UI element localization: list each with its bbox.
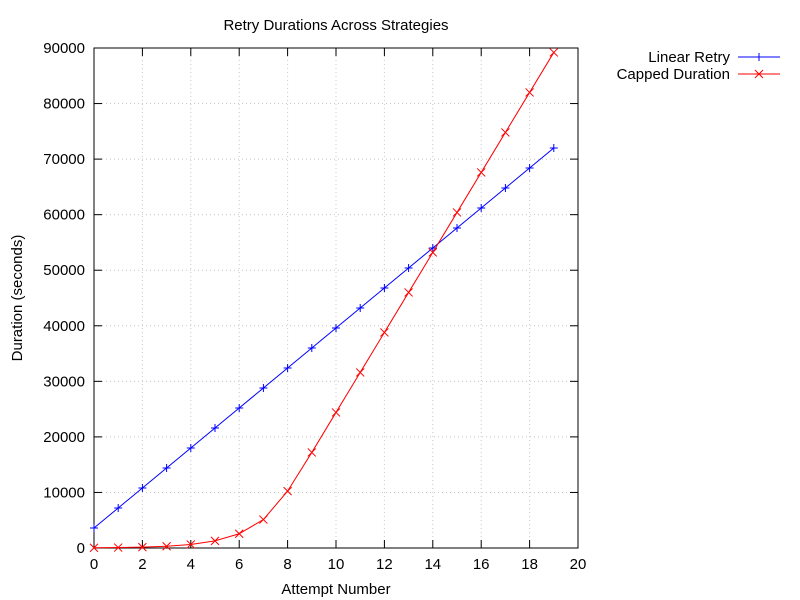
x-axis-title: Attempt Number xyxy=(281,581,390,598)
series-line xyxy=(93,52,555,549)
data-point xyxy=(332,324,340,332)
y-tick-label: 50000 xyxy=(43,262,85,279)
cross-marker-b xyxy=(89,543,99,553)
data-point xyxy=(283,486,292,496)
data-point xyxy=(210,536,220,546)
cross-marker-b xyxy=(549,48,559,57)
x-tick-label: 2 xyxy=(138,556,146,573)
data-point xyxy=(259,515,268,524)
cross-marker-b xyxy=(525,88,534,97)
data-point xyxy=(525,88,534,97)
series-1 xyxy=(90,144,558,532)
data-point xyxy=(404,264,413,272)
data-point xyxy=(404,288,413,297)
data-point xyxy=(259,384,268,392)
data-point xyxy=(162,464,171,472)
cross-marker-b xyxy=(404,288,413,297)
data-point xyxy=(234,529,244,539)
data-point xyxy=(452,208,462,217)
data-point xyxy=(331,408,341,417)
data-point xyxy=(549,48,559,57)
data-point xyxy=(501,184,510,192)
series-2 xyxy=(89,48,559,553)
legend-label: Linear Retry xyxy=(648,49,730,66)
data-point xyxy=(113,543,123,552)
grid xyxy=(94,48,578,548)
data-point xyxy=(380,328,389,337)
data-point xyxy=(186,540,196,549)
y-tick-label: 0 xyxy=(77,540,85,557)
cross-marker-b xyxy=(162,541,171,551)
data-point xyxy=(380,284,389,292)
data-point xyxy=(283,364,292,372)
legend-entry: Capped Duration xyxy=(617,66,780,83)
cross-marker-b xyxy=(210,536,220,546)
cross-marker-b xyxy=(380,328,389,337)
y-tick-label: 10000 xyxy=(43,484,85,501)
cross-marker-b xyxy=(259,515,268,524)
x-tick-label: 4 xyxy=(187,556,195,573)
data-point xyxy=(89,543,99,553)
cross-marker-b xyxy=(186,540,196,549)
cross-marker-b xyxy=(428,248,438,257)
x-tick-label: 20 xyxy=(570,556,587,573)
cross-marker-b xyxy=(307,448,317,457)
data-point xyxy=(428,248,438,257)
y-tick-label: 60000 xyxy=(43,207,85,224)
cross-marker-b xyxy=(283,486,292,496)
x-tick-label: 12 xyxy=(376,556,393,573)
cross-marker-b xyxy=(452,208,462,217)
x-tick-label: 6 xyxy=(235,556,243,573)
data-point xyxy=(549,144,558,152)
data-point xyxy=(186,444,195,452)
y-axis-title: Duration (seconds) xyxy=(9,235,26,362)
cross-marker-b xyxy=(234,529,244,539)
cross-marker-b xyxy=(754,69,764,79)
data-point xyxy=(307,344,316,352)
series-line xyxy=(93,147,555,529)
cross-marker-b xyxy=(138,542,147,552)
data-point xyxy=(355,368,365,377)
y-tick-label: 90000 xyxy=(43,40,85,57)
data-point xyxy=(453,224,461,232)
cross-marker-b xyxy=(113,543,123,552)
legend-entry: Linear Retry xyxy=(648,49,780,66)
data-point xyxy=(162,541,171,551)
y-tick-label: 40000 xyxy=(43,318,85,335)
axes: 0 2 4 6 8 10 12 14 16 18 20 0 10000 20000 30000 40000 50… xyxy=(43,40,586,573)
legend-label: Capped Duration xyxy=(617,66,730,83)
data-point xyxy=(525,164,534,172)
data-point xyxy=(476,168,486,177)
x-tick-label: 8 xyxy=(283,556,291,573)
cross-marker-b xyxy=(476,168,486,177)
data-point xyxy=(307,448,317,457)
data-point xyxy=(211,424,219,432)
y-tick-label: 80000 xyxy=(43,96,85,113)
y-tick-label: 70000 xyxy=(43,151,85,168)
data-point xyxy=(235,404,244,412)
x-tick-label: 14 xyxy=(424,556,441,573)
data-point xyxy=(477,204,486,212)
x-tick-label: 18 xyxy=(521,556,538,573)
y-tick-label: 20000 xyxy=(43,429,85,446)
data-point xyxy=(138,484,147,492)
chart-title: Retry Durations Across Strategies xyxy=(223,17,448,34)
data-point xyxy=(90,524,98,532)
x-tick-label: 0 xyxy=(90,556,98,573)
cross-marker-b xyxy=(355,368,365,377)
data-point xyxy=(114,504,123,512)
cross-marker-b xyxy=(331,408,341,417)
data-point xyxy=(501,128,510,137)
data-point xyxy=(356,304,365,312)
x-tick-label: 10 xyxy=(328,556,345,573)
data-point xyxy=(138,542,147,552)
cross-marker-b xyxy=(501,128,510,137)
y-tick-label: 30000 xyxy=(43,373,85,390)
series-layer xyxy=(89,48,559,553)
x-tick-label: 16 xyxy=(473,556,490,573)
